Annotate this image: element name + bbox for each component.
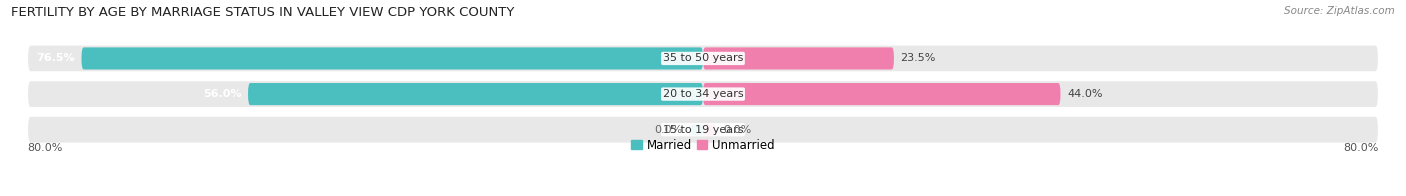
Text: 23.5%: 23.5% bbox=[900, 54, 936, 64]
FancyBboxPatch shape bbox=[27, 44, 1379, 72]
Text: 44.0%: 44.0% bbox=[1067, 89, 1102, 99]
Text: 80.0%: 80.0% bbox=[27, 143, 62, 153]
FancyBboxPatch shape bbox=[703, 124, 716, 135]
Text: 15 to 19 years: 15 to 19 years bbox=[662, 125, 744, 135]
Text: 76.5%: 76.5% bbox=[37, 54, 75, 64]
FancyBboxPatch shape bbox=[703, 83, 1060, 105]
FancyBboxPatch shape bbox=[27, 80, 1379, 108]
Text: Source: ZipAtlas.com: Source: ZipAtlas.com bbox=[1284, 6, 1395, 16]
FancyBboxPatch shape bbox=[27, 116, 1379, 144]
Text: 56.0%: 56.0% bbox=[202, 89, 242, 99]
Text: 0.0%: 0.0% bbox=[654, 125, 683, 135]
FancyBboxPatch shape bbox=[703, 47, 894, 70]
Text: 80.0%: 80.0% bbox=[1344, 143, 1379, 153]
FancyBboxPatch shape bbox=[247, 83, 703, 105]
Text: 35 to 50 years: 35 to 50 years bbox=[662, 54, 744, 64]
Legend: Married, Unmarried: Married, Unmarried bbox=[627, 134, 779, 156]
Text: 20 to 34 years: 20 to 34 years bbox=[662, 89, 744, 99]
Text: FERTILITY BY AGE BY MARRIAGE STATUS IN VALLEY VIEW CDP YORK COUNTY: FERTILITY BY AGE BY MARRIAGE STATUS IN V… bbox=[11, 6, 515, 19]
FancyBboxPatch shape bbox=[82, 47, 703, 70]
FancyBboxPatch shape bbox=[690, 124, 703, 135]
Text: 0.0%: 0.0% bbox=[723, 125, 752, 135]
